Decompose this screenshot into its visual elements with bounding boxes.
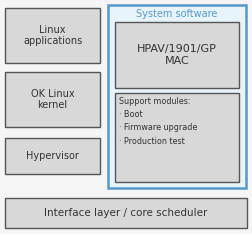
- Text: OK Linux
kernel: OK Linux kernel: [31, 89, 74, 110]
- Bar: [5, 8, 100, 63]
- Text: HPAV/1901/GP
MAC: HPAV/1901/GP MAC: [137, 44, 217, 66]
- Bar: [5, 72, 100, 127]
- Text: Interface layer / core scheduler: Interface layer / core scheduler: [44, 208, 208, 218]
- Bar: [5, 198, 247, 228]
- Bar: [108, 5, 246, 188]
- Text: Hypervisor: Hypervisor: [26, 151, 79, 161]
- Bar: [115, 93, 239, 182]
- Text: Linux
applications: Linux applications: [23, 25, 82, 46]
- Text: Support modules:
· Boot
· Firmware upgrade
· Production test: Support modules: · Boot · Firmware upgra…: [119, 97, 197, 146]
- Bar: [115, 22, 239, 88]
- Text: System software: System software: [136, 9, 218, 19]
- Bar: [5, 138, 100, 174]
